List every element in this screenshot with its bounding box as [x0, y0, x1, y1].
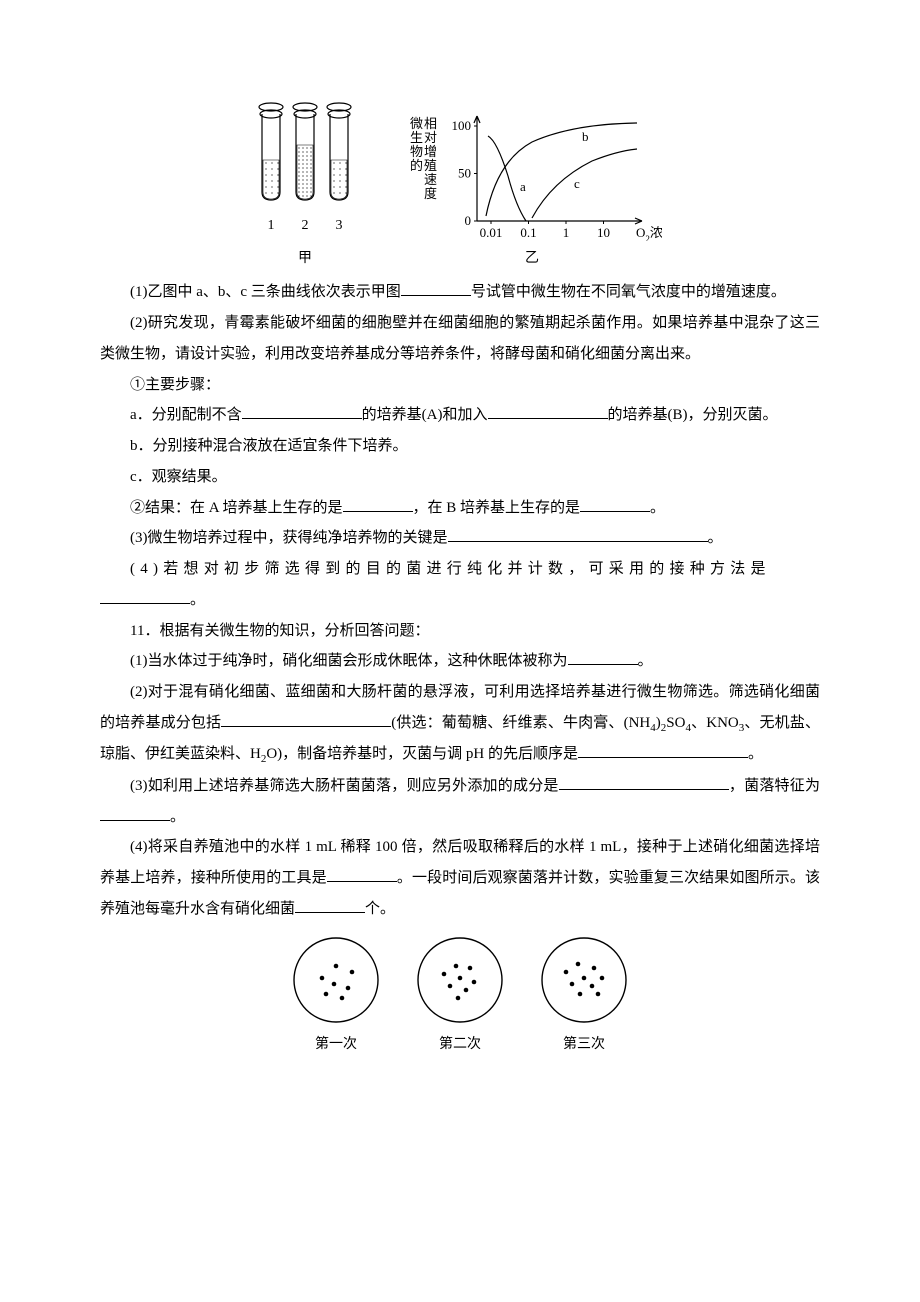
result-a: ②结果：在 A 培养基上生存的是	[130, 500, 343, 516]
q11-1-text: (1)当水体过于纯净时，硝化细菌会形成休眠体，这种休眠体被称为	[130, 653, 568, 669]
svg-text:0: 0	[465, 213, 472, 228]
step-title: ①主要步骤：	[100, 370, 820, 401]
blank	[568, 649, 638, 665]
tube-label: 2	[302, 212, 309, 241]
svg-text:100: 100	[452, 118, 472, 133]
blank	[295, 897, 365, 913]
svg-text:10: 10	[597, 225, 610, 240]
q3-text: (3)微生物培养过程中，获得纯净培养物的关键是	[130, 530, 448, 546]
svg-text:a: a	[520, 179, 526, 194]
svg-text:对: 对	[424, 130, 437, 145]
svg-text:微: 微	[410, 116, 423, 131]
blank	[559, 774, 729, 790]
svg-text:生: 生	[410, 130, 423, 145]
svg-text:c: c	[574, 176, 580, 191]
q11-4: (4)将采自养殖池中的水样 1 mL 稀释 100 倍，然后吸取稀释后的水样 1…	[100, 832, 820, 924]
svg-text:相: 相	[424, 116, 437, 131]
result-line: ②结果：在 A 培养基上生存的是 ，在 B 培养基上生存的是 。	[100, 493, 820, 524]
caption-yi: 乙	[525, 245, 539, 274]
svg-text:0.1: 0.1	[520, 225, 536, 240]
q11-3-a: (3)如利用上述培养基筛选大肠杆菌菌落，则应另外添加的成分是	[130, 778, 559, 794]
caption-jia: 甲	[298, 245, 312, 274]
q11-3-b: ，菌落特征为	[729, 778, 820, 794]
step-a-1: a．分别配制不含	[130, 407, 242, 423]
step-b: b．分别接种混合液放在适宜条件下培养。	[100, 431, 820, 462]
blank	[343, 496, 413, 512]
q11-2-b: (供选：葡萄糖、纤维素、牛肉膏、(NH	[391, 715, 650, 731]
step-a-2: 的培养基(A)和加入	[362, 407, 488, 423]
tube-label: 1	[268, 212, 275, 241]
step-a-3: 的培养基(B)，分别灭菌。	[608, 407, 778, 423]
q11-2: (2)对于混有硝化细菌、蓝细菌和大肠杆菌的悬浮液，可利用选择培养基进行微生物筛选…	[100, 677, 820, 771]
svg-text:50: 50	[458, 165, 471, 180]
figure-yi: 微生物的 相对增殖速度 0 50 100 0.01 0.1 1 10 O2浓度 a b c 乙	[402, 106, 662, 274]
tube-1: 1	[258, 100, 284, 241]
blank	[580, 496, 650, 512]
q4-paragraph: (4)若想对初步筛选得到的目的菌进行纯化并计数，可采用的接种方法是	[100, 554, 820, 585]
q1-text-b: 号试管中微生物在不同氧气浓度中的增殖速度。	[471, 284, 786, 300]
plate-3: 第三次	[537, 933, 631, 1060]
svg-text:0.01: 0.01	[480, 225, 503, 240]
plate-label: 第三次	[563, 1031, 605, 1060]
period: 。	[170, 809, 185, 825]
plate-2: 第二次	[413, 933, 507, 1060]
blank	[488, 403, 608, 419]
svg-text:度: 度	[424, 186, 437, 201]
period: 。	[638, 653, 653, 669]
blank	[221, 711, 391, 727]
q1-text-a: (1)乙图中 a、b、c 三条曲线依次表示甲图	[130, 284, 401, 300]
svg-text:殖: 殖	[424, 158, 437, 173]
q11-4-c: 个。	[365, 901, 395, 917]
svg-text:1: 1	[563, 225, 570, 240]
plate-1: 第一次	[289, 933, 383, 1060]
blank	[242, 403, 362, 419]
svg-text:速: 速	[424, 172, 437, 187]
growth-chart: 微生物的 相对增殖速度 0 50 100 0.01 0.1 1 10 O2浓度 a b c	[402, 106, 662, 241]
svg-text:b: b	[582, 129, 589, 144]
tube-3: 3	[326, 100, 352, 241]
q11-title: 11．根据有关微生物的知识，分析回答问题：	[100, 616, 820, 647]
plate-label: 第一次	[315, 1031, 357, 1060]
svg-text:O2浓度: O2浓度	[636, 225, 662, 241]
svg-text:物: 物	[410, 144, 423, 159]
q4-text: (4)若想对初步筛选得到的目的菌进行纯化并计数，可采用的接种方法是	[130, 561, 771, 577]
q4-blank-line: 。	[100, 585, 820, 616]
blank	[578, 742, 748, 758]
q11-3: (3)如利用上述培养基筛选大肠杆菌菌落，则应另外添加的成分是 ，菌落特征为。	[100, 771, 820, 833]
q3-paragraph: (3)微生物培养过程中，获得纯净培养物的关键是 。	[100, 523, 820, 554]
blank	[100, 588, 190, 604]
plate-label: 第二次	[439, 1031, 481, 1060]
period: 。	[708, 530, 723, 546]
blank	[327, 866, 397, 882]
figure-jia: 123 甲	[258, 100, 352, 273]
q11-2-end: O)，制备培养基时，灭菌与调 pH 的先后顺序是	[266, 746, 578, 762]
blank	[100, 805, 170, 821]
svg-text:增: 增	[424, 144, 437, 159]
blank	[401, 280, 471, 296]
result-b: ，在 B 培养基上生存的是	[413, 500, 581, 516]
svg-text:的: 的	[410, 158, 423, 173]
q1-paragraph: (1)乙图中 a、b、c 三条曲线依次表示甲图 号试管中微生物在不同氧气浓度中的增…	[100, 277, 820, 308]
step-a: a．分别配制不含 的培养基(A)和加入 的培养基(B)，分别灭菌。	[100, 400, 820, 431]
tube-2: 2	[292, 100, 318, 241]
txt: 、KNO	[691, 715, 739, 731]
petri-plates: 第一次 第二次 第三次	[100, 933, 820, 1060]
q2-paragraph: (2)研究发现，青霉素能破坏细菌的细胞壁并在细菌细胞的繁殖期起杀菌作用。如果培养…	[100, 308, 820, 370]
figure-row: 123 甲 微生物的相对增殖速度0501000.010.1110O2浓度abc …	[100, 100, 820, 273]
blank	[448, 526, 708, 542]
period: 。	[190, 592, 205, 608]
test-tubes: 123	[258, 100, 352, 241]
q11-1: (1)当水体过于纯净时，硝化细菌会形成休眠体，这种休眠体被称为 。	[100, 646, 820, 677]
txt: SO	[666, 715, 685, 731]
period: 。	[650, 500, 665, 516]
tube-label: 3	[336, 212, 343, 241]
step-c: c．观察结果。	[100, 462, 820, 493]
period: 。	[748, 746, 763, 762]
